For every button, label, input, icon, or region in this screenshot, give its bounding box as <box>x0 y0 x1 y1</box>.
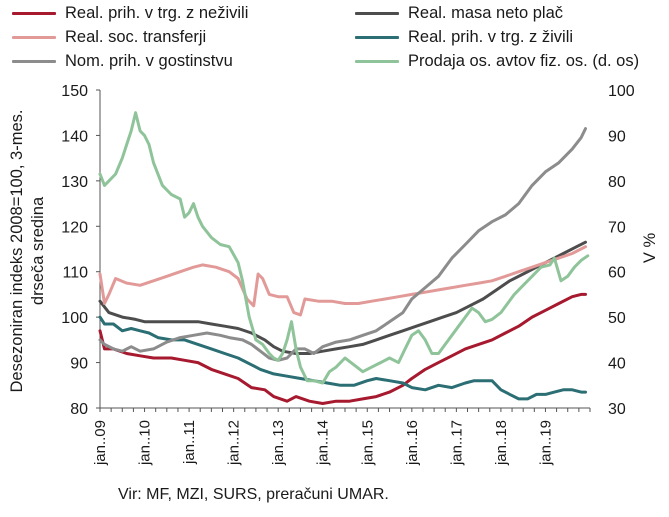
legend-item-avti: Prodaja os. avtov fiz. os. (d. os) <box>355 51 639 71</box>
x-tick-label: jan..17 <box>448 420 465 466</box>
y2-tick-label: 70 <box>608 219 626 236</box>
legend-label: Real. prih. v trg. z živili <box>408 28 574 46</box>
legend-label: Real. masa neto plač <box>408 4 564 22</box>
legend-label: Nom. prih. v gostinstvu <box>65 52 233 70</box>
series-line-3 <box>98 315 587 401</box>
legend-swatch <box>355 11 399 15</box>
x-tick-label: jan..13 <box>270 420 287 466</box>
legend: Real. prih. v trg. z neživili Real. masa… <box>0 0 669 80</box>
y-tick-label: 120 <box>61 219 88 236</box>
legend-item-soc-transferji: Real. soc. transferji <box>12 27 206 47</box>
series-line-5 <box>98 111 590 385</box>
x-tick-label: jan..19 <box>537 420 554 466</box>
legend-label: Real. prih. v trg. z neživili <box>65 4 249 22</box>
y2-axis-title: V % <box>641 233 659 264</box>
y-tick-label: 90 <box>70 356 88 373</box>
y-tick-label: 150 <box>61 83 88 100</box>
legend-label: Prodaja os. avtov fiz. os. (d. os) <box>408 52 640 70</box>
y2-tick-label: 80 <box>608 174 626 191</box>
x-tick-label: jan..10 <box>137 420 154 466</box>
series-line-2 <box>98 245 587 317</box>
y2-tick-label: 100 <box>608 83 635 100</box>
x-tick-label: jan..11 <box>181 420 198 465</box>
x-tick-label: jan..09 <box>92 420 109 466</box>
legend-label: Real. soc. transferji <box>65 28 207 46</box>
y2-tick-label: 40 <box>608 356 626 373</box>
legend-item-gostinstvo: Nom. prih. v gostinstvu <box>12 51 233 71</box>
legend-item-neziviles: Real. prih. v trg. z neživili <box>12 3 248 23</box>
y2-tick-label: 60 <box>608 265 626 282</box>
y-axis-title-line: drseča sredina <box>29 196 47 305</box>
series-line-4 <box>98 127 587 362</box>
axes <box>96 89 591 412</box>
legend-swatch <box>355 59 399 63</box>
x-tick-label: jan..14 <box>315 420 332 466</box>
series-line-1 <box>98 240 587 355</box>
y-tick-label: 110 <box>62 265 88 282</box>
y2-tick-label: 90 <box>608 128 626 145</box>
y-tick-label: 100 <box>61 310 88 327</box>
x-tick-label: jan..16 <box>404 420 421 466</box>
x-tick-label: jan..12 <box>226 420 243 466</box>
x-tick-label: jan..15 <box>359 420 376 466</box>
y-axis-title-line: Desezoniran indeks 2008=100, 3-mes. <box>8 110 26 393</box>
legend-swatch <box>355 35 399 39</box>
axis-labels: 80 90 100 110 120 130 140 150 30 40 50 60 70 80 90 100 j… <box>8 83 659 466</box>
x-tick-label: jan..18 <box>493 420 510 466</box>
source-note: Vir: MF, MZI, SURS, preračuni UMAR. <box>118 486 389 503</box>
y2-tick-label: 50 <box>608 310 626 327</box>
legend-item-masa-plac: Real. masa neto plač <box>355 3 563 23</box>
y-tick-label: 140 <box>61 128 88 145</box>
legend-swatch <box>12 11 56 15</box>
y2-tick-label: 30 <box>608 401 626 418</box>
series-lines <box>98 111 590 405</box>
legend-item-zivili: Real. prih. v trg. z živili <box>355 27 573 47</box>
series-line-0 <box>98 292 587 405</box>
y-tick-label: 80 <box>70 401 88 418</box>
legend-swatch <box>12 35 56 39</box>
y-tick-label: 130 <box>61 174 88 191</box>
legend-swatch <box>12 59 56 63</box>
y-axis-title: Desezoniran indeks 2008=100, 3-mes. drseč… <box>8 110 47 393</box>
